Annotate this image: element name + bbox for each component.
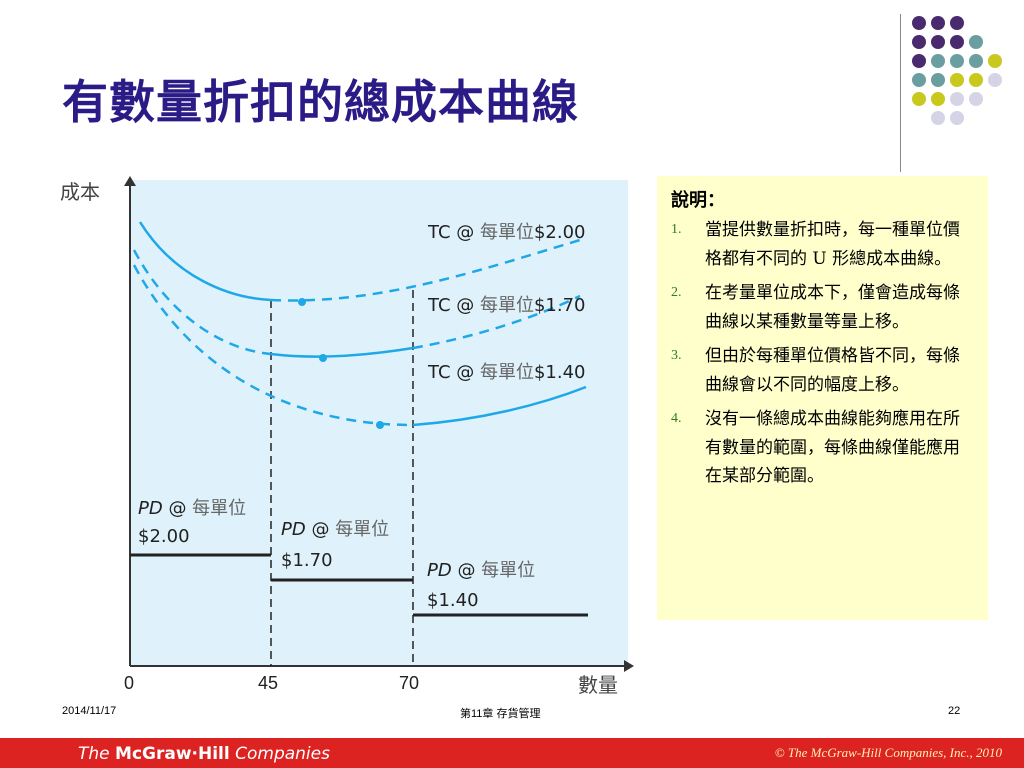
- tc-curve-2.00-solid: [138, 221, 272, 302]
- item-text: 沒有一條總成本曲線能夠應用在所有數量的範圍，每條曲線僅能應用在某部分範圍。: [705, 409, 960, 486]
- decorative-dot: [931, 111, 945, 125]
- explanation-item: 1. 當提供數量折扣時，每一種單位價格都有不同的 U 形總成本曲線。: [671, 216, 976, 273]
- footer-date: 2014/11/17: [62, 705, 117, 717]
- explanation-item: 4. 沒有一條總成本曲線能夠應用在所有數量的範圍，每條曲線僅能應用在某部分範圍。: [671, 405, 976, 491]
- decorative-dot: [931, 92, 945, 106]
- item-text: 在考量單位成本下，僅會造成每條曲線以某種數量等量上移。: [705, 283, 960, 332]
- decorative-dot: [988, 54, 1002, 68]
- eoq-point-2.00: [298, 298, 306, 306]
- tc-curve-1.40-dashed: [132, 264, 414, 427]
- decorative-dot: [950, 111, 964, 125]
- decorative-dot: [969, 92, 983, 106]
- y-axis-arrow: [124, 176, 136, 186]
- decorative-dot: [950, 16, 964, 30]
- tc-curve-1.40-solid: [412, 385, 587, 427]
- copyright-notice: © The McGraw-Hill Companies, Inc., 2010: [774, 745, 1002, 760]
- pd-label-1.40: PD @ 每單位: [427, 560, 535, 581]
- pd-label-2.00: PD @ 每單位: [138, 498, 246, 519]
- decorative-dot: [988, 73, 1002, 87]
- explanation-list: 1. 當提供數量折扣時，每一種單位價格都有不同的 U 形總成本曲線。 2. 在考量單…: [671, 216, 976, 491]
- decorative-dot: [931, 73, 945, 87]
- pd-price-2.00: $2.00: [138, 526, 190, 547]
- x-tick-label: 70: [399, 673, 419, 693]
- tc-curve-1.70-dashed-left: [132, 249, 272, 356]
- decorative-dot: [931, 35, 945, 49]
- decorative-dot: [931, 16, 945, 30]
- decorative-dot: [950, 92, 964, 106]
- bottom-brand-bar: The McGraw·Hill Companies © The McGraw-H…: [0, 738, 1024, 768]
- x-tick-label: 0: [124, 673, 134, 693]
- item-number: 2.: [671, 285, 682, 300]
- decorative-dot: [931, 54, 945, 68]
- total-cost-chart: 成本 數量 0 45 70 TC @ 每單位$2.00 TC @ 每單位$1.7…: [60, 176, 634, 697]
- explanation-item: 3. 但由於每種單位價格皆不同，每條曲線會以不同的幅度上移。: [671, 342, 976, 399]
- tc-curve-1.70-dashed-right: [412, 294, 581, 350]
- tc-label-2.00: TC @ 每單位$2.00: [427, 222, 585, 243]
- decorative-dot: [969, 35, 983, 49]
- decorative-dot: [912, 54, 926, 68]
- tc-curve-2.00-dashed: [270, 238, 581, 302]
- slide-title: 有數量折扣的總成本曲線: [62, 75, 579, 129]
- explanation-item: 2. 在考量單位成本下，僅會造成每條曲線以某種數量等量上移。: [671, 279, 976, 336]
- eoq-point-1.40: [376, 421, 384, 429]
- decorative-dot: [912, 16, 926, 30]
- item-number: 1.: [671, 222, 682, 237]
- decorative-dot: [950, 73, 964, 87]
- item-number: 4.: [671, 411, 682, 426]
- decorative-dot: [912, 73, 926, 87]
- decorative-dot: [969, 54, 983, 68]
- decorative-dot-grid: [912, 16, 1002, 125]
- pd-label-1.70: PD @ 每單位: [281, 519, 389, 540]
- decorative-dot: [912, 92, 926, 106]
- pd-price-1.70: $1.70: [281, 550, 333, 571]
- y-axis-label: 成本: [60, 180, 100, 204]
- explanation-box: 說明： 1. 當提供數量折扣時，每一種單位價格都有不同的 U 形總成本曲線。 2.…: [657, 176, 988, 620]
- tc-curve-1.70-solid: [270, 346, 414, 358]
- item-text: 但由於每種單位價格皆不同，每條曲線會以不同的幅度上移。: [705, 346, 960, 395]
- x-tick-label: 45: [258, 673, 278, 693]
- footer-page-number: 22: [948, 705, 961, 717]
- footer-chapter: 第11章 存貨管理: [460, 708, 541, 720]
- brand-logo: The McGraw·Hill Companies: [78, 744, 330, 764]
- decorative-dot: [950, 54, 964, 68]
- tc-label-1.40: TC @ 每單位$1.40: [427, 362, 585, 383]
- x-axis-arrow: [624, 660, 634, 672]
- decorative-divider: [900, 14, 901, 172]
- decorative-dot: [969, 73, 983, 87]
- item-number: 3.: [671, 348, 682, 363]
- decorative-dot: [950, 35, 964, 49]
- eoq-point-1.70: [319, 354, 327, 362]
- tc-label-1.70: TC @ 每單位$1.70: [427, 295, 585, 316]
- x-axis-label: 數量: [578, 673, 618, 697]
- item-text: 當提供數量折扣時，每一種單位價格都有不同的 U 形總成本曲線。: [705, 220, 960, 269]
- explanation-heading: 說明：: [671, 190, 725, 211]
- decorative-dot: [912, 35, 926, 49]
- pd-price-1.40: $1.40: [427, 590, 479, 611]
